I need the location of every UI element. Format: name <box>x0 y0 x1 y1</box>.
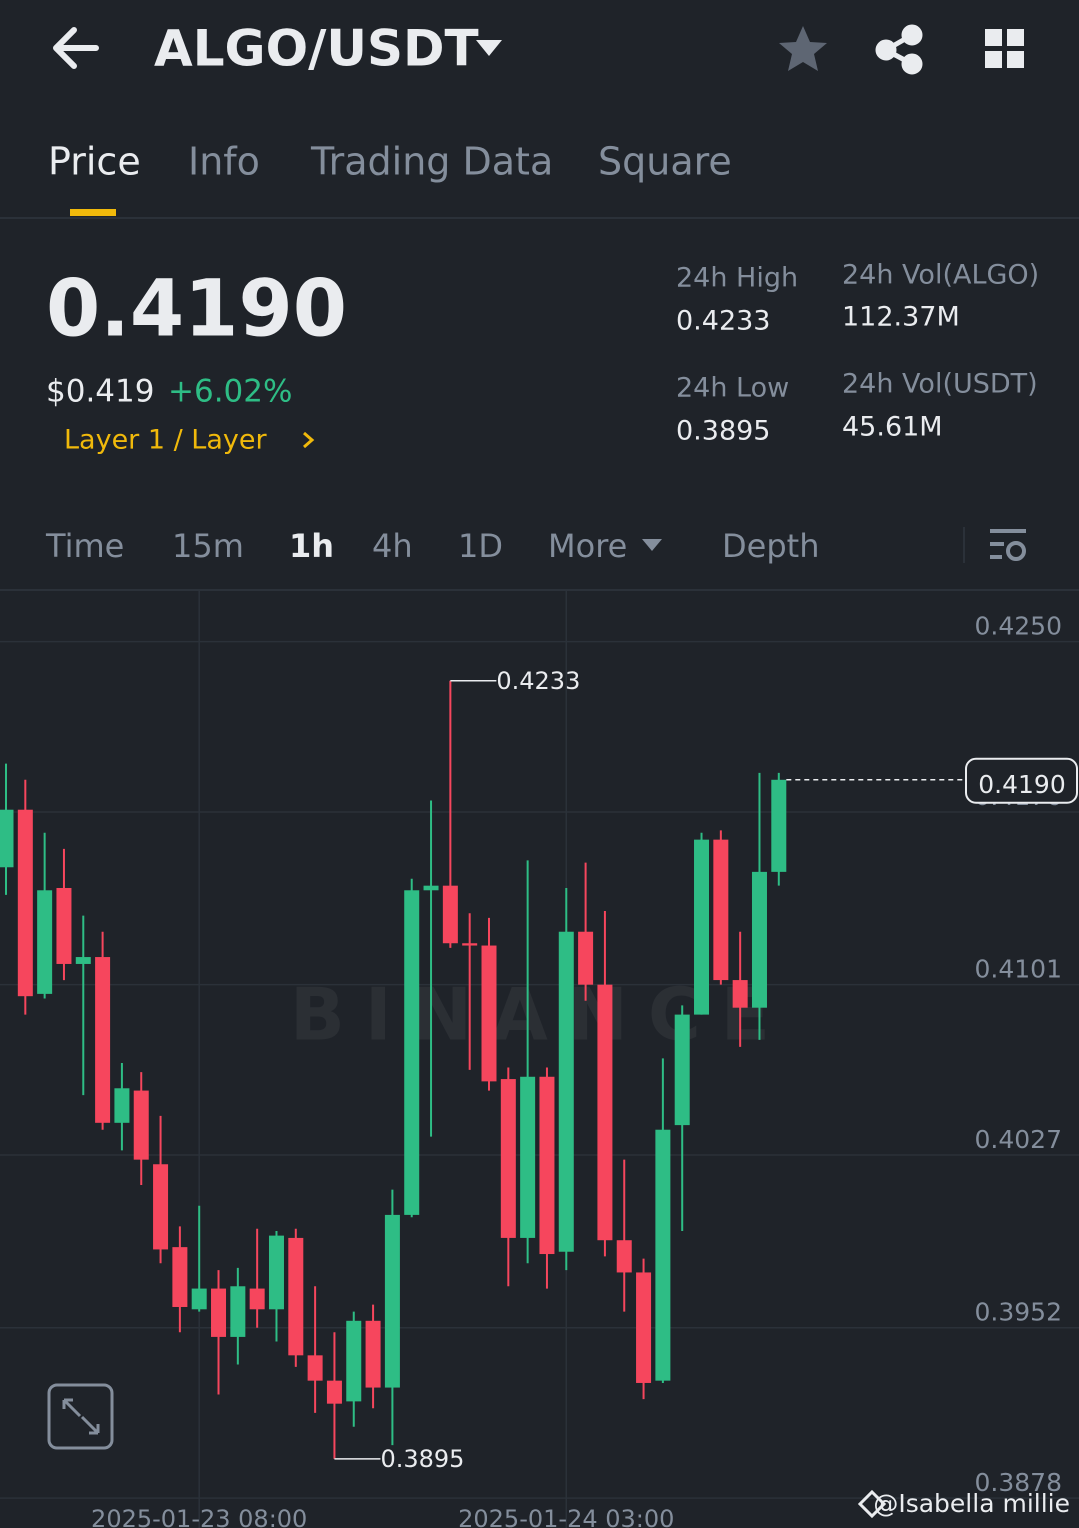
candle-body <box>500 1079 516 1238</box>
more-dropdown[interactable] <box>642 539 662 551</box>
usd-price: $0.419 <box>46 374 154 410</box>
candle-body <box>153 1164 169 1250</box>
last-price-label: 0.4190 <box>978 770 1065 799</box>
credit: @Isabella millie <box>873 1489 1070 1518</box>
candle-body <box>423 885 439 891</box>
depth-tab[interactable]: Depth <box>722 527 819 565</box>
stat-label: 24h High <box>676 263 798 294</box>
candle-body <box>326 1380 342 1404</box>
tab[interactable]: Trading Data <box>310 140 553 184</box>
interval[interactable]: 15m <box>172 527 244 565</box>
candle-body <box>307 1355 323 1381</box>
stat-value: 0.3895 <box>676 416 770 447</box>
candle-body <box>732 980 748 1008</box>
candle-body <box>172 1247 188 1307</box>
candlestick-chart: BINANCE0.42500.41760.41010.40270.39520.3… <box>0 591 1079 1528</box>
back-button[interactable] <box>53 27 99 69</box>
interval[interactable]: Time <box>45 527 124 565</box>
candle-body <box>597 984 613 1241</box>
candle-body <box>520 1076 536 1238</box>
tab[interactable]: Info <box>188 140 260 184</box>
tab[interactable]: Square <box>598 140 732 184</box>
candle-body <box>751 871 767 1008</box>
candle-body <box>0 809 14 868</box>
y-tick-label: 0.4101 <box>975 955 1062 984</box>
favorite-icon[interactable] <box>779 26 827 71</box>
candle-body <box>616 1240 632 1273</box>
pair-title[interactable]: ALGO/USDT <box>154 20 479 78</box>
candle-body <box>133 1090 149 1160</box>
candle-body <box>771 779 787 872</box>
candle-body <box>481 945 497 1082</box>
credit-icon <box>857 1489 887 1519</box>
interval[interactable]: 1h <box>289 527 334 565</box>
candle-body <box>694 839 710 1015</box>
pair-dropdown[interactable] <box>476 40 502 56</box>
last-price: 0.4190 <box>46 264 347 354</box>
candle-body <box>288 1237 304 1356</box>
candle-body <box>114 1088 130 1123</box>
min-label: 0.3895 <box>380 1445 464 1473</box>
y-tick-label: 0.4250 <box>975 612 1062 641</box>
sector-arrow[interactable] <box>303 431 315 449</box>
candle-body <box>95 957 111 1123</box>
candle-body <box>56 887 72 964</box>
candle-body <box>211 1288 227 1337</box>
interval[interactable]: 1D <box>458 527 503 565</box>
tab-indicator <box>70 209 116 216</box>
stat-value: 45.61M <box>842 412 943 443</box>
candle-body <box>268 1235 284 1310</box>
stat-value: 0.4233 <box>676 306 770 337</box>
y-tick-label: 0.3952 <box>975 1298 1062 1327</box>
candle-body <box>578 931 594 985</box>
stat-label: 24h Low <box>676 373 789 404</box>
candle-body <box>230 1286 246 1337</box>
candle-body <box>346 1320 362 1402</box>
interval[interactable]: More <box>548 527 627 565</box>
interval[interactable]: 4h <box>372 527 413 565</box>
y-tick-label: 0.3878 <box>975 1468 1062 1497</box>
candle-body <box>75 957 91 964</box>
stat-label: 24h Vol(ALGO) <box>842 260 1039 291</box>
candle-body <box>713 839 729 981</box>
candle-body <box>191 1288 207 1310</box>
candle-body <box>636 1272 652 1383</box>
tab[interactable]: Price <box>48 140 141 184</box>
max-label: 0.4233 <box>496 667 580 695</box>
chart-settings-icon[interactable] <box>990 529 1026 561</box>
candle-body <box>37 890 53 994</box>
x-tick-label: 2025-01-24 03:00 <box>458 1505 674 1528</box>
y-tick-label: 0.4027 <box>975 1125 1062 1154</box>
candle-body <box>539 1076 555 1255</box>
share-icon[interactable] <box>875 24 923 75</box>
sector-tag[interactable]: Layer 1 / Layer <box>64 425 267 456</box>
x-tick-label: 2025-01-23 08:00 <box>91 1505 307 1528</box>
candle-body <box>558 931 574 1252</box>
expand-button[interactable] <box>47 1383 114 1450</box>
candle-body <box>442 885 458 944</box>
price-change: +6.02% <box>168 374 292 410</box>
candle-body <box>384 1214 400 1388</box>
candle-body <box>249 1288 265 1310</box>
grid-menu-icon[interactable] <box>985 29 1024 68</box>
candle-body <box>404 890 420 1215</box>
candle-body <box>674 1014 690 1126</box>
stat-label: 24h Vol(USDT) <box>842 369 1038 400</box>
candle-body <box>462 943 478 946</box>
candle-body <box>655 1129 671 1381</box>
candle-body <box>365 1320 381 1388</box>
candle-body <box>17 809 33 997</box>
last-price-tag <box>965 757 1078 804</box>
stat-value: 112.37M <box>842 302 960 333</box>
watermark: BINANCE <box>290 973 790 1057</box>
